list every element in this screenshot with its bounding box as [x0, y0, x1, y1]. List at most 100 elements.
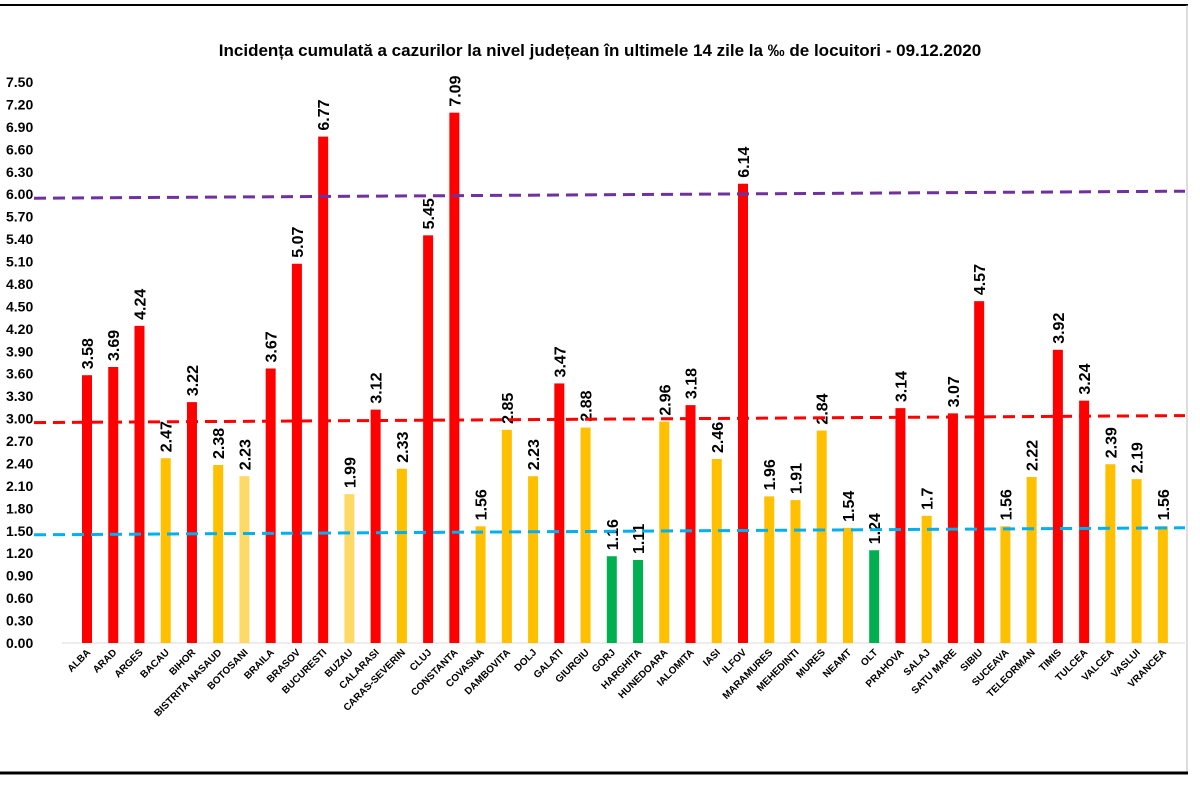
- bar: [449, 112, 460, 644]
- chart-title: Incidența cumulată a cazurilor la nivel …: [219, 41, 981, 60]
- y-tick-label: 3.60: [6, 366, 33, 382]
- data-label: 2.39: [1103, 427, 1120, 458]
- threshold-line: [33, 526, 1186, 537]
- bar: [685, 405, 696, 643]
- data-label: 2.19: [1130, 442, 1147, 473]
- bar: [816, 430, 827, 643]
- data-label: 2.22: [1025, 440, 1042, 471]
- data-label: 3.22: [185, 365, 202, 396]
- x-tick-label: IASI: [701, 647, 723, 669]
- data-label: 4.57: [972, 264, 989, 295]
- y-tick-label: 0.30: [6, 613, 33, 629]
- threshold-line: [33, 414, 1186, 425]
- data-label: 2.33: [395, 431, 412, 462]
- data-label: 1.99: [342, 457, 359, 488]
- bar: [265, 368, 276, 643]
- data-label: 3.58: [80, 338, 97, 369]
- y-tick-label: 5.70: [6, 209, 33, 225]
- data-label: 7.09: [447, 75, 464, 106]
- bar: [764, 496, 775, 643]
- bar: [1131, 479, 1142, 643]
- bar: [239, 476, 250, 643]
- bar: [396, 468, 407, 643]
- data-label: 2.38: [211, 428, 228, 459]
- y-tick-label: 6.90: [6, 119, 33, 135]
- bar: [344, 494, 355, 643]
- y-tick-label: 5.10: [6, 254, 33, 270]
- data-label: 5.45: [421, 198, 438, 229]
- bar: [842, 527, 853, 643]
- bar: [1000, 526, 1011, 643]
- data-label: 1.56: [474, 489, 491, 520]
- bar: [869, 550, 880, 643]
- bar: [501, 429, 512, 643]
- y-tick-label: 5.40: [6, 231, 33, 247]
- data-label: 1.54: [841, 491, 858, 522]
- data-label: 3.24: [1077, 363, 1094, 394]
- data-label: 2.88: [579, 390, 596, 421]
- data-label: 3.47: [552, 346, 569, 377]
- y-tick-label: 3.90: [6, 343, 33, 359]
- data-label: 1.7: [920, 487, 937, 509]
- bar: [475, 526, 486, 643]
- data-label: 2.46: [710, 422, 727, 453]
- data-label: 6.77: [316, 99, 333, 130]
- y-tick-label: 4.20: [6, 321, 33, 337]
- bar: [974, 301, 985, 643]
- data-label: 4.24: [132, 289, 149, 320]
- bar: [790, 500, 801, 643]
- bar: [318, 136, 329, 643]
- bar: [633, 559, 644, 643]
- data-label: 5.07: [290, 227, 307, 258]
- bar: [370, 409, 381, 643]
- bar: [1052, 349, 1063, 643]
- data-label: 2.96: [657, 384, 674, 415]
- bar: [738, 183, 748, 643]
- data-label: 3.67: [264, 331, 281, 362]
- data-label: 2.84: [815, 393, 832, 424]
- y-tick-label: 4.80: [6, 276, 33, 292]
- bar: [1026, 476, 1037, 643]
- bar: [186, 402, 197, 643]
- bar: [1079, 400, 1090, 643]
- bar: [108, 366, 119, 643]
- y-tick-label: 0.60: [6, 590, 33, 606]
- data-label: 3.14: [893, 371, 910, 402]
- bar: [291, 263, 302, 643]
- bar: [711, 458, 722, 643]
- data-label: 3.12: [369, 372, 386, 403]
- bar: [82, 375, 92, 643]
- data-label: 2.23: [237, 439, 254, 470]
- bar: [213, 464, 224, 643]
- data-label: 3.92: [1051, 313, 1068, 344]
- data-label: 1.11: [631, 524, 648, 554]
- data-label: 1.16: [605, 519, 622, 550]
- y-tick-label: 2.40: [6, 455, 33, 471]
- data-label: 1.56: [998, 489, 1015, 520]
- x-tick-label: BACAU: [139, 647, 172, 680]
- y-tick-label: 0.90: [6, 568, 33, 584]
- y-tick-label: 7.50: [6, 74, 33, 90]
- y-tick-label: 7.20: [6, 96, 33, 112]
- y-tick-label: 1.20: [6, 545, 33, 561]
- y-tick-label: 0.00: [6, 635, 33, 651]
- bar: [423, 235, 434, 643]
- y-tick-label: 2.10: [6, 478, 33, 494]
- x-tick-label: OLT: [859, 647, 880, 668]
- threshold-line: [33, 189, 1186, 200]
- x-tick-label: NEAMT: [821, 647, 854, 680]
- bar: [1105, 464, 1116, 643]
- data-label: 2.47: [159, 421, 176, 452]
- y-tick-label: 6.60: [6, 141, 33, 157]
- bar: [895, 408, 906, 643]
- y-tick-label: 6.00: [6, 186, 33, 202]
- data-label: 2.23: [526, 439, 543, 470]
- bar: [554, 383, 565, 643]
- data-label: 1.96: [762, 459, 779, 490]
- bar: [921, 515, 932, 643]
- data-label: 3.18: [684, 368, 701, 399]
- y-tick-label: 1.80: [6, 500, 33, 516]
- data-label: 1.56: [1156, 489, 1173, 520]
- y-tick-label: 2.70: [6, 433, 33, 449]
